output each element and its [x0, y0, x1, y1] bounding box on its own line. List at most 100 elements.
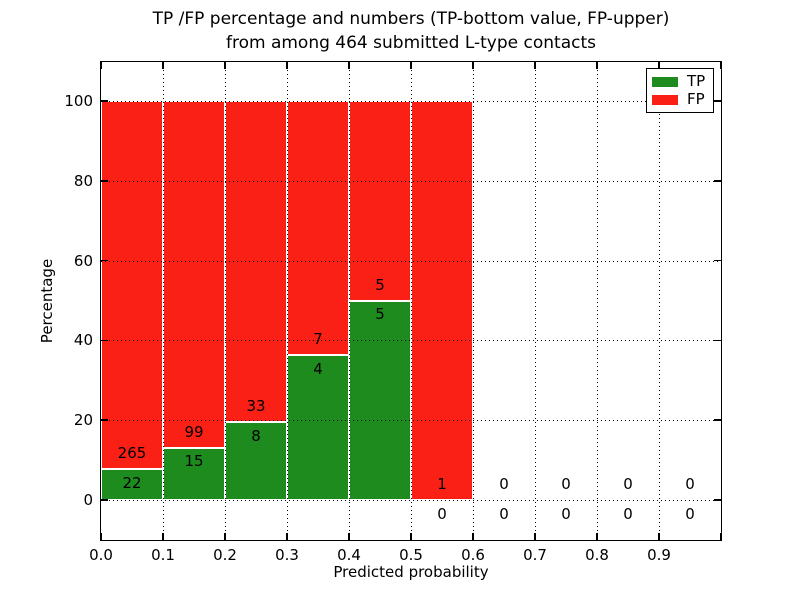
- v-gridline: [535, 62, 536, 540]
- bar-tp-segment: [101, 469, 163, 500]
- bar-fp-count-label: 1: [437, 475, 447, 494]
- y-tick-mark: [714, 339, 721, 342]
- bar-tp-count-label: 4: [313, 359, 323, 378]
- x-tick-mark: [348, 62, 350, 69]
- bar-fp-count-label: 0: [623, 475, 633, 494]
- bar-tp-segment: [225, 422, 287, 500]
- y-tick-mark: [101, 100, 108, 102]
- tp-color-swatch: [652, 76, 678, 87]
- x-tick-label: 0.6: [461, 546, 485, 564]
- y-tick-mark: [101, 339, 108, 342]
- x-tick-mark: [534, 62, 536, 69]
- bar-fp-segment: [411, 101, 473, 500]
- y-tick-label: 100: [64, 92, 93, 110]
- v-gridline: [659, 62, 660, 540]
- x-tick-mark: [348, 533, 350, 540]
- legend: TP FP: [646, 68, 714, 113]
- y-tick-label: 60: [73, 251, 93, 270]
- legend-item-tp: TP: [652, 74, 708, 89]
- bar-fp-count-label: 7: [313, 329, 323, 348]
- bar-tp-segment: [349, 300, 411, 500]
- legend-item-fp: FP: [652, 92, 708, 107]
- y-tick-mark: [101, 419, 108, 421]
- x-tick-label: 0.4: [337, 546, 361, 564]
- y-tick-mark: [101, 180, 108, 182]
- x-tick-label: 0.7: [523, 546, 547, 564]
- x-tick-mark: [596, 533, 598, 540]
- bar-fp-count-label: 33: [246, 397, 266, 416]
- x-tick-label: 0.9: [647, 546, 671, 564]
- v-gridline: [473, 62, 474, 540]
- bar-fp-count-label: 265: [117, 444, 147, 463]
- x-tick-mark: [658, 62, 660, 69]
- v-gridline: [597, 62, 598, 540]
- bar-fp-count-label: 0: [685, 475, 695, 494]
- legend-label-fp: FP: [687, 90, 705, 108]
- x-tick-mark: [162, 62, 164, 69]
- x-axis-label: Predicted probability: [333, 563, 489, 581]
- x-tick-mark: [472, 533, 474, 540]
- y-tick-mark: [101, 259, 108, 262]
- y-tick-label: 0: [83, 491, 93, 509]
- y-tick-mark: [714, 419, 721, 421]
- bar-tp-count-label: 5: [375, 305, 385, 324]
- x-tick-mark: [596, 62, 598, 69]
- bar-tp-count-label: 8: [251, 427, 261, 446]
- plot-area: 265 22 99 15 33 8 7 4 5 5 1 0 0 0 0 0 0 0 0 0: [100, 62, 722, 540]
- x-tick-mark: [720, 533, 722, 540]
- x-tick-label: 0.0: [89, 546, 113, 564]
- v-gridline: [287, 62, 288, 540]
- x-tick-mark: [658, 533, 660, 540]
- bar-fp-segment: [287, 101, 349, 355]
- bar-fp-segment: [163, 101, 225, 448]
- y-tick-label: 20: [73, 411, 93, 430]
- x-tick-mark: [472, 62, 474, 69]
- v-gridline: [349, 62, 350, 540]
- chart-title-line1: TP /FP percentage and numbers (TP-bottom…: [152, 9, 670, 29]
- x-tick-mark: [286, 533, 288, 540]
- fp-color-swatch: [652, 94, 678, 105]
- x-tick-label: 0.5: [399, 546, 423, 564]
- v-gridline: [225, 62, 226, 540]
- bar-tp-count-label: 0: [499, 504, 509, 523]
- y-tick-mark: [101, 499, 108, 501]
- x-tick-mark: [224, 533, 226, 540]
- x-tick-mark: [720, 62, 722, 69]
- bar-tp-count-label: 22: [122, 474, 142, 493]
- x-tick-mark: [534, 533, 536, 540]
- y-tick-mark: [714, 100, 721, 102]
- chart-title: TP /FP percentage and numbers (TP-bottom…: [101, 7, 721, 55]
- bar-tp-count-label: 15: [184, 452, 204, 471]
- x-tick-label: 0.3: [275, 546, 299, 564]
- x-tick-mark: [100, 62, 102, 69]
- bar-fp-count-label: 0: [499, 475, 509, 494]
- x-tick-mark: [410, 62, 412, 69]
- y-tick-mark: [714, 259, 721, 262]
- bar-fp-count-label: 0: [561, 475, 571, 494]
- y-tick-mark: [714, 499, 721, 501]
- x-tick-label: 0.2: [213, 546, 237, 564]
- x-tick-label: 0.8: [585, 546, 609, 564]
- x-tick-label: 0.1: [151, 546, 175, 564]
- v-gridline: [163, 62, 164, 540]
- y-tick-mark: [714, 180, 721, 182]
- x-tick-mark: [224, 62, 226, 69]
- bar-fp-segment: [101, 101, 163, 470]
- x-tick-mark: [100, 533, 102, 540]
- bar-fp-segment: [349, 101, 411, 301]
- bar-tp-segment: [163, 447, 225, 500]
- bar-tp-count-label: 0: [561, 504, 571, 523]
- y-tick-label: 80: [73, 171, 93, 190]
- chart-title-line2: from among 464 submitted L-type contacts: [225, 33, 596, 53]
- bar-fp-count-label: 5: [375, 275, 385, 294]
- x-tick-mark: [286, 62, 288, 69]
- bar-fp-count-label: 99: [184, 422, 204, 441]
- legend-label-tp: TP: [687, 72, 706, 90]
- x-tick-mark: [410, 533, 412, 540]
- bar-tp-count-label: 0: [623, 504, 633, 523]
- v-gridline: [411, 62, 412, 540]
- bar-tp-count-label: 0: [685, 504, 695, 523]
- y-tick-label: 40: [73, 331, 93, 350]
- x-tick-mark: [162, 533, 164, 540]
